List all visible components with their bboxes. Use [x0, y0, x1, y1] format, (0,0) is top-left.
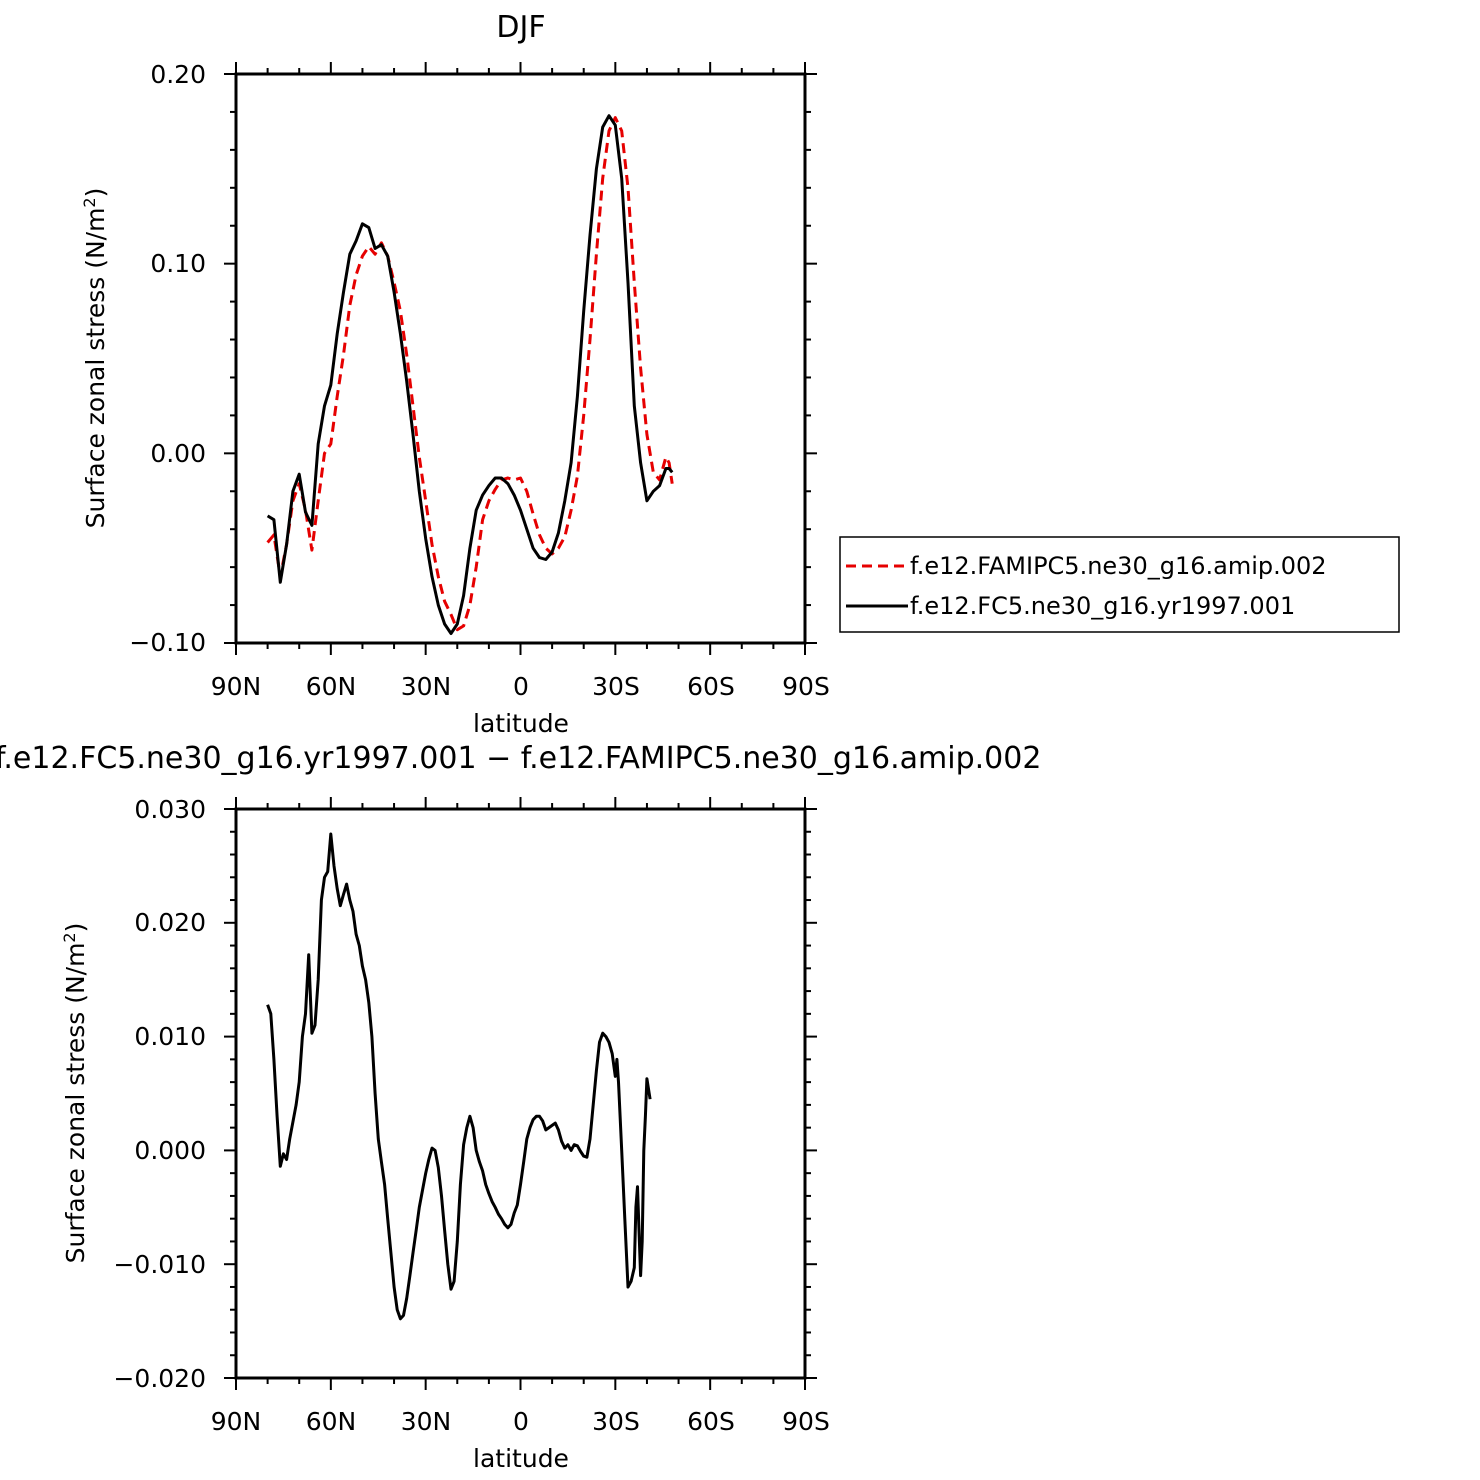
top-xtick-label: 60N — [306, 672, 357, 701]
bottom-series-lines — [266, 832, 652, 1321]
top-panel: DJF 90N 60N 30N 0 30S 60S 90S −0.10 0.00… — [80, 10, 830, 738]
top-xtick-labels: 90N 60N 30N 0 30S 60S 90S — [211, 672, 830, 701]
bottom-xtick-labels: 90N 60N 30N 0 30S 60S 90S — [211, 1407, 830, 1436]
legend-box — [839, 536, 1400, 633]
bottom-xtick-label: 0 — [513, 1407, 529, 1436]
top-y-axis-label-sup: 2 — [80, 197, 99, 207]
bottom-ytick-label: 0.020 — [134, 908, 206, 937]
top-xtick-label: 60S — [687, 672, 735, 701]
top-y-axis-label: Surface zonal stress (N/m2) — [80, 188, 110, 529]
bottom-tick-marks — [224, 797, 817, 1390]
top-series-line-1 — [266, 114, 674, 635]
top-plot-frame — [234, 72, 807, 645]
bottom-xtick-label: 60N — [306, 1407, 357, 1436]
bottom-y-axis-label-sup: 2 — [60, 932, 79, 942]
bottom-y-axis-label-tail: ) — [61, 923, 90, 933]
bottom-xtick-label: 30N — [401, 1407, 452, 1436]
top-y-axis-label-main: Surface zonal stress (N/m — [81, 208, 110, 529]
bottom-ytick-label: 0.030 — [134, 795, 206, 824]
top-xtick-label: 30N — [401, 672, 452, 701]
bottom-series-line-0 — [266, 832, 652, 1321]
top-ytick-label: 0.00 — [150, 439, 206, 468]
top-xtick-label: 0 — [513, 672, 529, 701]
bottom-ytick-labels: −0.020 −0.010 0.000 0.010 0.020 0.030 — [113, 795, 206, 1393]
bottom-panel-title: f.e12.FC5.ne30_g16.yr1997.001 − f.e12.FA… — [0, 741, 1041, 776]
bottom-panel: f.e12.FC5.ne30_g16.yr1997.001 − f.e12.FA… — [0, 741, 1041, 1473]
top-series-lines — [266, 114, 674, 635]
top-ytick-label: −0.10 — [129, 628, 206, 657]
bottom-ytick-label: 0.000 — [134, 1136, 206, 1165]
bottom-x-axis-label: latitude — [473, 1444, 569, 1473]
bottom-y-axis-label-main: Surface zonal stress (N/m — [61, 943, 90, 1264]
bottom-xtick-label: 90N — [211, 1407, 262, 1436]
legend-label: f.e12.FAMIPC5.ne30_g16.amip.002 — [910, 552, 1327, 580]
top-series-line-0 — [266, 116, 674, 632]
bottom-xtick-label: 90S — [782, 1407, 830, 1436]
top-ytick-label: 0.20 — [150, 60, 206, 89]
legend: f.e12.FAMIPC5.ne30_g16.amip.002 f.e12.FC… — [839, 536, 1400, 633]
top-x-axis-label: latitude — [473, 709, 569, 738]
bottom-y-axis-label: Surface zonal stress (N/m2) — [60, 923, 90, 1264]
bottom-xtick-label: 60S — [687, 1407, 735, 1436]
top-tick-marks — [224, 62, 817, 655]
bottom-ytick-label: 0.010 — [134, 1022, 206, 1051]
top-panel-title: DJF — [496, 10, 545, 45]
top-xtick-label: 90S — [782, 672, 830, 701]
legend-label: f.e12.FC5.ne30_g16.yr1997.001 — [910, 592, 1295, 620]
top-y-axis-label-tail: ) — [81, 188, 110, 198]
bottom-xtick-label: 30S — [592, 1407, 640, 1436]
bottom-ytick-label: −0.010 — [113, 1250, 206, 1279]
top-ytick-label: 0.10 — [150, 249, 206, 278]
top-xtick-label: 90N — [211, 672, 262, 701]
top-xtick-label: 30S — [592, 672, 640, 701]
top-ytick-labels: −0.10 0.00 0.10 0.20 — [129, 60, 206, 657]
bottom-ytick-label: −0.020 — [113, 1364, 206, 1393]
